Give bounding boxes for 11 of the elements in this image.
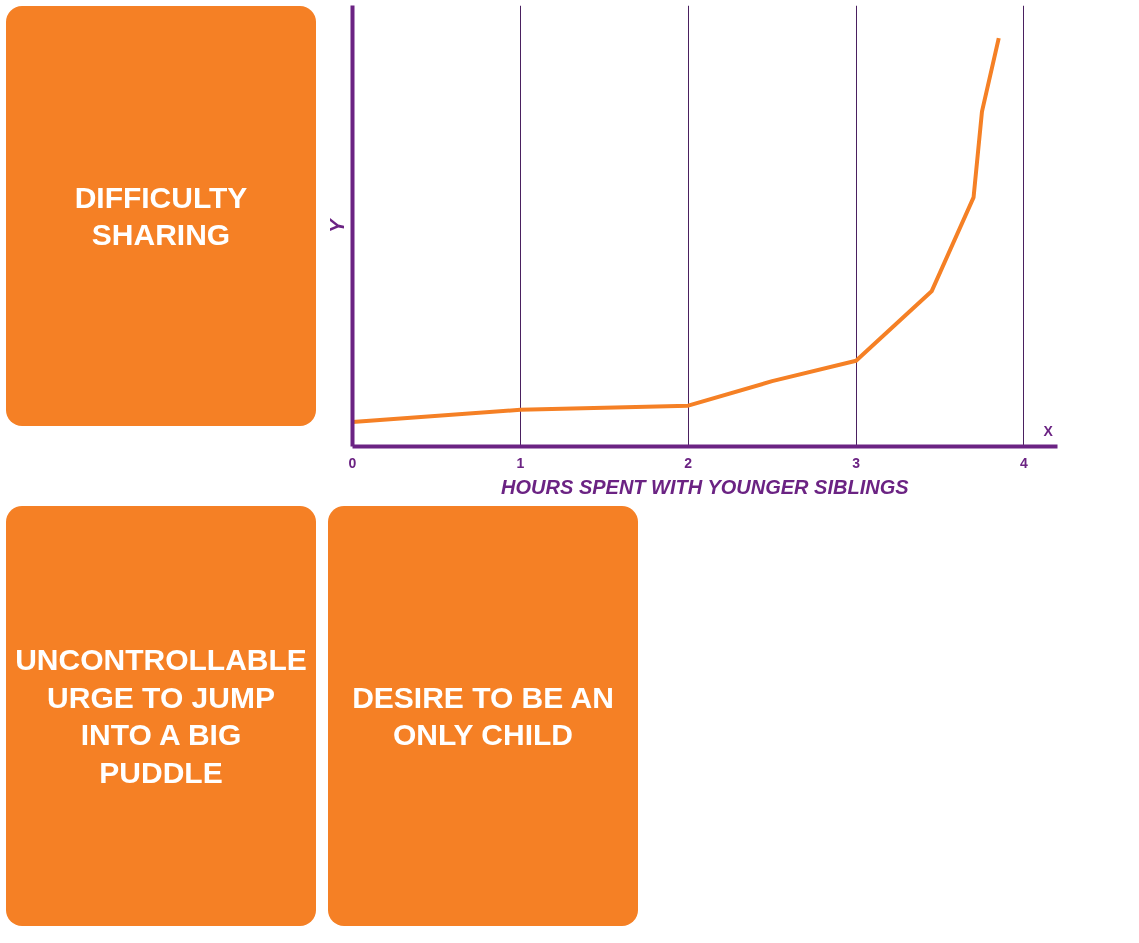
text: DIFFICULTY SHARING [73,179,249,253]
x-axis-title: HOURS SPENT WITH YOUNGER SIBLINGS [501,475,910,498]
x-tick-label: 1 [516,454,525,471]
annotation: X [1043,422,1054,439]
x-tick-label: 3 [852,454,861,471]
x-tick-label: 2 [684,454,693,471]
x-tick-label: 4 [1020,454,1029,471]
text: DESIRE TO BE AN ONLY CHILD [351,679,615,753]
x-tick-label: 0 [348,454,357,471]
y-axis-title: Y [325,217,348,233]
text: UNCONTROLLABLE URGE TO JUMP INTO A BIG PUDDLE [15,642,307,791]
